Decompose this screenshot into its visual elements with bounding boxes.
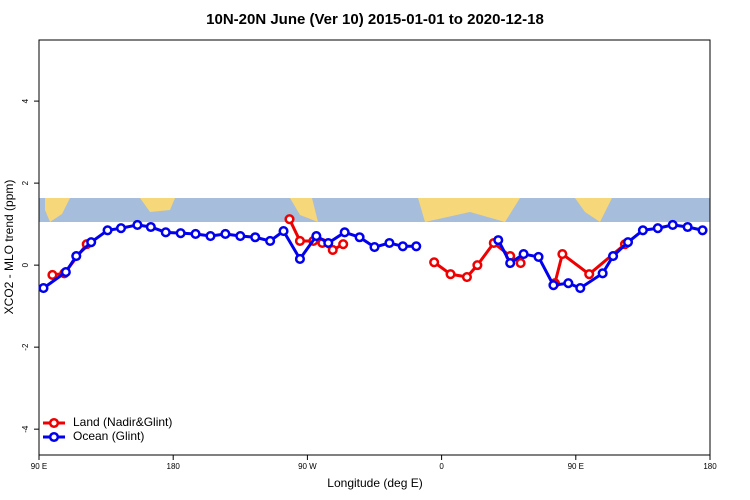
chart-title: 10N-20N June (Ver 10) 2015-01-01 to 2020… bbox=[206, 11, 544, 28]
x-tick-label: 90 W bbox=[298, 462, 317, 471]
x-tick-label: 180 bbox=[167, 462, 181, 471]
point bbox=[190, 228, 201, 240]
point bbox=[584, 269, 595, 280]
point bbox=[608, 251, 619, 262]
point bbox=[493, 235, 504, 246]
x-axis-label: Longitude (deg E) bbox=[327, 476, 422, 490]
point bbox=[338, 239, 349, 250]
point bbox=[397, 241, 408, 252]
point bbox=[278, 226, 289, 237]
point bbox=[205, 230, 216, 242]
point bbox=[445, 269, 456, 280]
point bbox=[384, 237, 395, 249]
point bbox=[220, 228, 231, 240]
point bbox=[102, 225, 113, 236]
legend-marker bbox=[48, 431, 60, 443]
point bbox=[86, 237, 97, 248]
point bbox=[461, 271, 472, 283]
point bbox=[250, 232, 261, 243]
point bbox=[265, 235, 276, 246]
series-line bbox=[42, 223, 703, 290]
legend-label: Ocean (Glint) bbox=[73, 429, 144, 443]
point bbox=[294, 253, 305, 265]
point bbox=[563, 278, 574, 289]
point bbox=[132, 219, 143, 230]
plot-frame bbox=[38, 39, 711, 456]
point bbox=[515, 258, 526, 269]
point bbox=[637, 225, 648, 236]
point bbox=[38, 283, 49, 294]
x-tick-label: 90 E bbox=[31, 462, 47, 471]
x-tick-label: 180 bbox=[703, 462, 717, 471]
x-tick-label: 90 E bbox=[568, 462, 584, 471]
point bbox=[115, 223, 127, 234]
y-tick-label: -2 bbox=[21, 343, 30, 351]
point bbox=[575, 283, 586, 294]
point bbox=[682, 221, 693, 233]
point bbox=[294, 235, 305, 246]
point bbox=[311, 230, 322, 242]
point bbox=[597, 268, 608, 279]
point bbox=[411, 241, 422, 252]
point bbox=[429, 257, 440, 268]
legend-label: Land (Nadir&Glint) bbox=[73, 415, 172, 429]
point bbox=[47, 269, 58, 281]
point bbox=[369, 242, 380, 253]
point bbox=[505, 258, 516, 269]
point bbox=[327, 244, 338, 256]
point bbox=[145, 221, 156, 233]
y-tick-label: -4 bbox=[21, 425, 30, 433]
y-tick-label: 2 bbox=[21, 180, 30, 185]
point bbox=[71, 251, 82, 262]
point bbox=[622, 237, 634, 248]
y-axis-label: XCO2 - MLO trend (ppm) bbox=[2, 180, 16, 315]
point bbox=[667, 219, 678, 230]
point bbox=[60, 267, 71, 278]
point bbox=[533, 251, 544, 262]
point bbox=[557, 249, 568, 260]
map-strip bbox=[39, 198, 710, 222]
point bbox=[160, 227, 171, 238]
point bbox=[548, 280, 559, 291]
point bbox=[518, 249, 529, 260]
x-tick-label: 0 bbox=[439, 462, 444, 471]
point bbox=[284, 214, 295, 225]
point bbox=[652, 223, 663, 234]
y-tick-label: 0 bbox=[21, 262, 30, 267]
y-tick-label: 4 bbox=[21, 98, 30, 103]
legend-marker bbox=[48, 417, 60, 429]
point bbox=[175, 228, 186, 239]
point bbox=[339, 227, 350, 238]
point bbox=[472, 260, 483, 271]
point bbox=[354, 232, 365, 243]
point bbox=[323, 237, 334, 249]
point bbox=[235, 230, 246, 242]
point bbox=[697, 225, 708, 236]
